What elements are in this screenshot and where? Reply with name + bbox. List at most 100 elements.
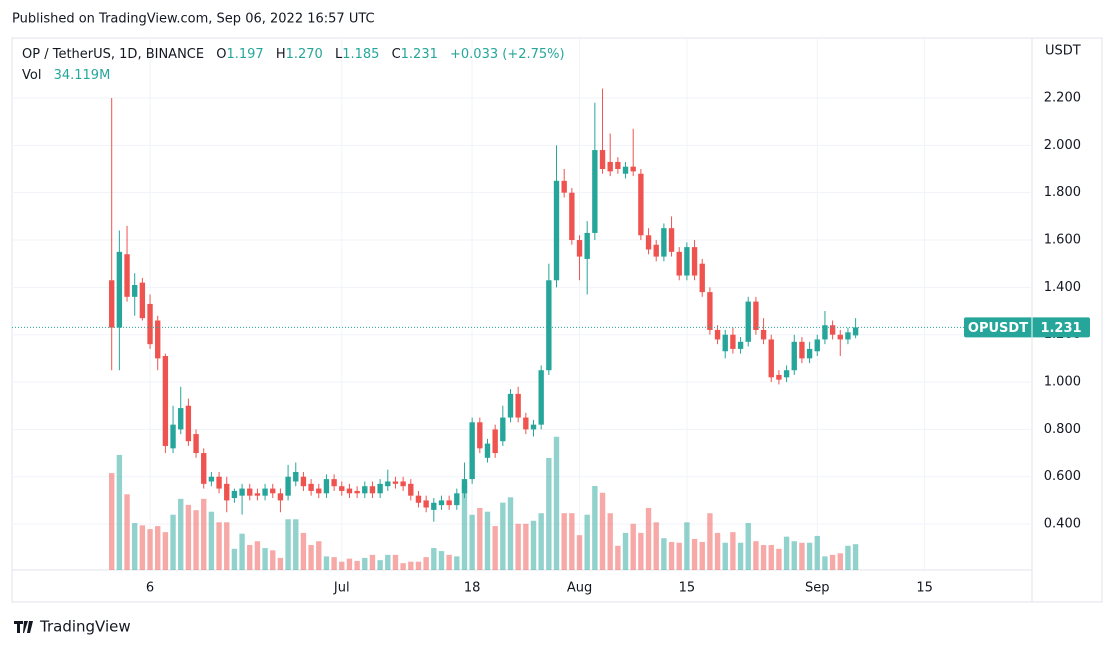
volume-bar xyxy=(500,502,506,570)
volume-bar xyxy=(799,542,805,570)
x-tick-label: Jul xyxy=(333,581,350,596)
volume-pane xyxy=(109,436,859,570)
volume-bar xyxy=(845,545,851,570)
y-tick-label: 0.600 xyxy=(1044,469,1081,484)
candle-body xyxy=(224,483,230,501)
volume-bar xyxy=(346,558,353,570)
volume-bar xyxy=(492,526,498,570)
candle-body xyxy=(546,280,552,371)
volume-bar xyxy=(247,545,253,570)
candle-body xyxy=(285,476,291,496)
candle-body xyxy=(507,393,514,418)
volume-bar xyxy=(622,532,629,570)
candle-body xyxy=(277,493,284,501)
candle-body xyxy=(369,486,376,494)
logo: TradingView xyxy=(14,618,131,636)
candle-body xyxy=(676,251,682,276)
candle-body xyxy=(530,424,537,430)
candle-body xyxy=(584,232,590,259)
candle-body xyxy=(155,320,161,359)
candle-body xyxy=(385,481,391,487)
volume-bar xyxy=(132,523,138,570)
volume-bar xyxy=(239,533,245,570)
candle-body xyxy=(661,228,667,257)
volume-bar xyxy=(308,545,314,570)
candle-body xyxy=(185,405,192,442)
candle-body xyxy=(722,334,728,352)
candle-body xyxy=(753,301,759,330)
candle-body xyxy=(438,500,445,506)
volume-bar xyxy=(814,535,820,570)
candle-body xyxy=(745,301,751,342)
candle-body xyxy=(216,476,222,489)
y-tick-label: 2.200 xyxy=(1044,90,1081,105)
volume-bar xyxy=(661,538,667,570)
candle-body xyxy=(408,483,414,496)
candle-body xyxy=(515,393,521,418)
y-tick-label: 1.000 xyxy=(1044,375,1081,390)
candle-body xyxy=(454,493,460,506)
y-tick-label: 2.000 xyxy=(1044,138,1081,153)
candle-body xyxy=(630,166,636,172)
currency: USDT xyxy=(1045,44,1081,59)
volume-bar xyxy=(822,556,828,570)
volume-bar xyxy=(791,541,797,570)
legend-open: 1.197 xyxy=(226,47,263,62)
volume-bar xyxy=(837,553,843,570)
volume-bar xyxy=(653,522,659,570)
volume-bar xyxy=(369,554,376,570)
candle-body xyxy=(776,374,782,380)
candle-body xyxy=(339,486,345,491)
y-tick-label: 1.600 xyxy=(1044,233,1081,248)
candle-body xyxy=(316,488,322,494)
y-tick-label: 0.400 xyxy=(1044,517,1081,532)
candle-body xyxy=(484,443,491,458)
candle-body xyxy=(684,247,690,276)
volume-bar xyxy=(293,519,299,570)
volume-bar xyxy=(339,561,345,570)
legend-c: C xyxy=(392,47,401,62)
volume-bar xyxy=(139,525,146,570)
candle-body xyxy=(178,408,184,430)
volume-bar xyxy=(362,557,368,570)
candle-body xyxy=(377,483,383,494)
candle-body xyxy=(737,341,744,349)
x-tick-label: Sep xyxy=(805,581,830,596)
candle-body xyxy=(592,150,598,233)
volume-bar xyxy=(385,554,391,570)
volume-bar xyxy=(438,551,445,570)
candle-body xyxy=(638,173,644,236)
volume-bar xyxy=(162,532,169,570)
volume-bar xyxy=(354,560,360,570)
volume-bar xyxy=(607,513,613,570)
x-tick-label: 18 xyxy=(464,581,481,596)
volume-bar xyxy=(331,557,337,570)
volume-bar xyxy=(599,492,606,570)
volume-bar xyxy=(852,544,859,570)
volume-bar xyxy=(730,532,736,570)
legend-volume: 34.119M xyxy=(54,68,111,83)
volume-bar xyxy=(676,542,682,570)
volume-bar xyxy=(638,532,644,570)
candle-body xyxy=(645,235,652,250)
volume-bar xyxy=(546,457,552,570)
candle-body xyxy=(837,334,843,340)
volume-bar xyxy=(768,545,774,570)
candle-body xyxy=(561,180,567,193)
volume-bar xyxy=(323,556,330,570)
candle-body xyxy=(814,339,820,352)
candle-body xyxy=(599,150,606,170)
legend: OP / TetherUS, 1D, BINANCE O1.197 H1.270… xyxy=(22,47,565,62)
candle-body xyxy=(362,486,368,494)
candle-body xyxy=(109,280,115,328)
volume-bar xyxy=(737,542,744,570)
volume-bar xyxy=(446,554,452,570)
candle-body xyxy=(354,490,360,494)
candle-body xyxy=(331,479,337,487)
volume-bar xyxy=(116,454,123,570)
volume-bar xyxy=(714,532,721,570)
y-tick-label: 1.800 xyxy=(1044,185,1081,200)
candle-body xyxy=(262,488,268,496)
candle-body xyxy=(714,329,721,340)
volume-bar xyxy=(216,522,222,570)
